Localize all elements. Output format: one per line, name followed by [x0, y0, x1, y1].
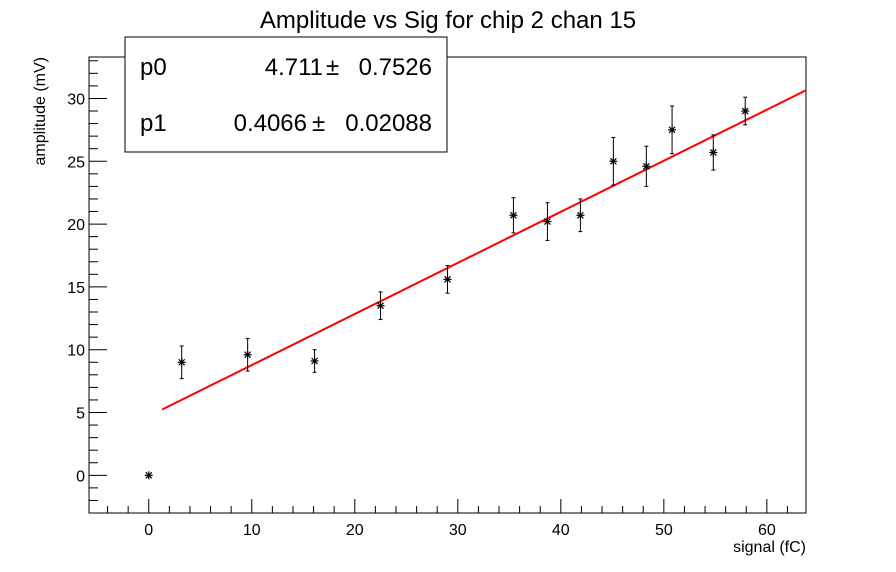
x-tick-label: 10	[243, 522, 261, 539]
data-point	[443, 265, 452, 294]
stats-p1-name: p1	[140, 110, 167, 137]
star-marker	[576, 211, 585, 220]
y-tick-label: 15	[67, 280, 85, 297]
y-tick-label: 25	[67, 154, 85, 171]
data-point	[741, 96, 750, 126]
x-axis-label: signal (fC)	[733, 539, 806, 556]
stats-p0-name: p0	[140, 54, 167, 81]
data-point	[243, 337, 252, 372]
x-tick-label: 20	[346, 522, 364, 539]
star-marker	[543, 217, 552, 226]
fit-layer	[161, 89, 807, 411]
x-tick-label: 50	[655, 522, 673, 539]
star-marker	[642, 162, 651, 171]
x-tick-label: 40	[552, 522, 570, 539]
y-axis-label: amplitude (mV)	[32, 57, 49, 165]
data-point	[642, 145, 651, 187]
star-marker	[443, 275, 452, 284]
stats-p0-value: 4.711	[265, 54, 323, 81]
fit-line	[161, 89, 807, 411]
axis-tick-labels: 0 10 20 30 40 50 60 0 5 10 15 20 25 30	[67, 91, 776, 539]
data-points	[144, 96, 750, 480]
stats-p0-pm: ±	[326, 54, 339, 81]
chart-title: Amplitude vs Sig for chip 2 chan 15	[260, 7, 636, 34]
star-marker	[709, 148, 718, 157]
stats-box-frame	[124, 36, 448, 153]
stats-p1-pm: ±	[312, 110, 325, 137]
stats-p1-value: 0.4066	[234, 110, 307, 137]
data-point	[376, 291, 385, 321]
data-point	[709, 134, 718, 171]
star-marker	[668, 125, 677, 134]
data-point	[177, 345, 186, 380]
y-tick-label: 10	[67, 343, 85, 360]
data-point	[144, 471, 153, 480]
stats-box: p0 4.711 ± 0.7526 p1 0.4066 ± 0.02088	[124, 36, 448, 153]
y-tick-label: 5	[76, 406, 85, 423]
x-tick-label: 30	[449, 522, 467, 539]
star-marker	[310, 357, 319, 365]
star-marker	[144, 471, 153, 480]
star-marker	[376, 301, 385, 310]
data-point	[668, 105, 677, 155]
y-tick-label: 30	[67, 91, 85, 108]
y-tick-label: 20	[67, 217, 85, 234]
star-marker	[609, 157, 618, 166]
star-marker	[509, 211, 518, 220]
stats-p0-error: 0.7526	[359, 54, 432, 81]
data-point	[576, 198, 585, 233]
data-point	[310, 349, 319, 373]
stats-p1-error: 0.02088	[345, 110, 432, 137]
star-marker	[741, 107, 750, 116]
data-point	[609, 136, 618, 186]
x-tick-label: 0	[144, 522, 153, 539]
x-tick-label: 60	[758, 522, 776, 539]
data-point	[543, 202, 552, 241]
data-point	[509, 197, 518, 234]
axis-ticks	[89, 60, 788, 514]
y-tick-label: 0	[76, 468, 85, 485]
star-marker	[243, 350, 252, 359]
star-marker	[177, 358, 186, 367]
